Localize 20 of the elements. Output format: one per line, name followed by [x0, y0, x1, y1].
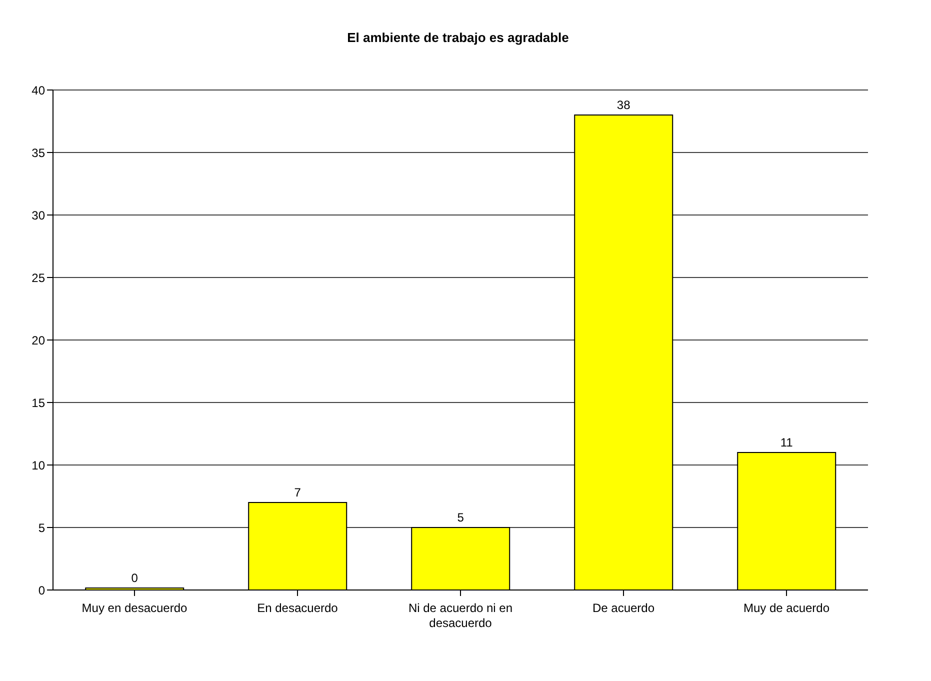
data-label: 11 [780, 436, 794, 450]
data-label: 5 [457, 510, 464, 524]
y-tick-label: 20 [32, 333, 46, 348]
x-tick-label: Muy en desacuerdo [82, 601, 188, 615]
x-tick-label: En desacuerdo [257, 601, 338, 615]
y-tick-label: 35 [32, 146, 46, 160]
data-label: 0 [131, 571, 138, 585]
y-tick-label: 5 [38, 520, 46, 535]
chart-title: El ambiente de trabajo es agradable [346, 29, 570, 47]
x-tick-label: Ni de acuerdo ni en desacuerdo [408, 601, 513, 630]
y-tick-label: 25 [32, 270, 46, 285]
x-tick-label: Muy de acuerdo [743, 601, 830, 615]
data-label: 38 [616, 98, 631, 112]
y-tick-label: 10 [32, 458, 46, 472]
x-tick-label: De acuerdo [592, 601, 655, 615]
data-label: 7 [294, 486, 302, 500]
y-tick-label: 15 [32, 396, 46, 410]
y-tick-label: 0 [38, 583, 46, 598]
y-tick-label: 30 [32, 208, 46, 222]
y-tick-label: 40 [32, 83, 46, 98]
